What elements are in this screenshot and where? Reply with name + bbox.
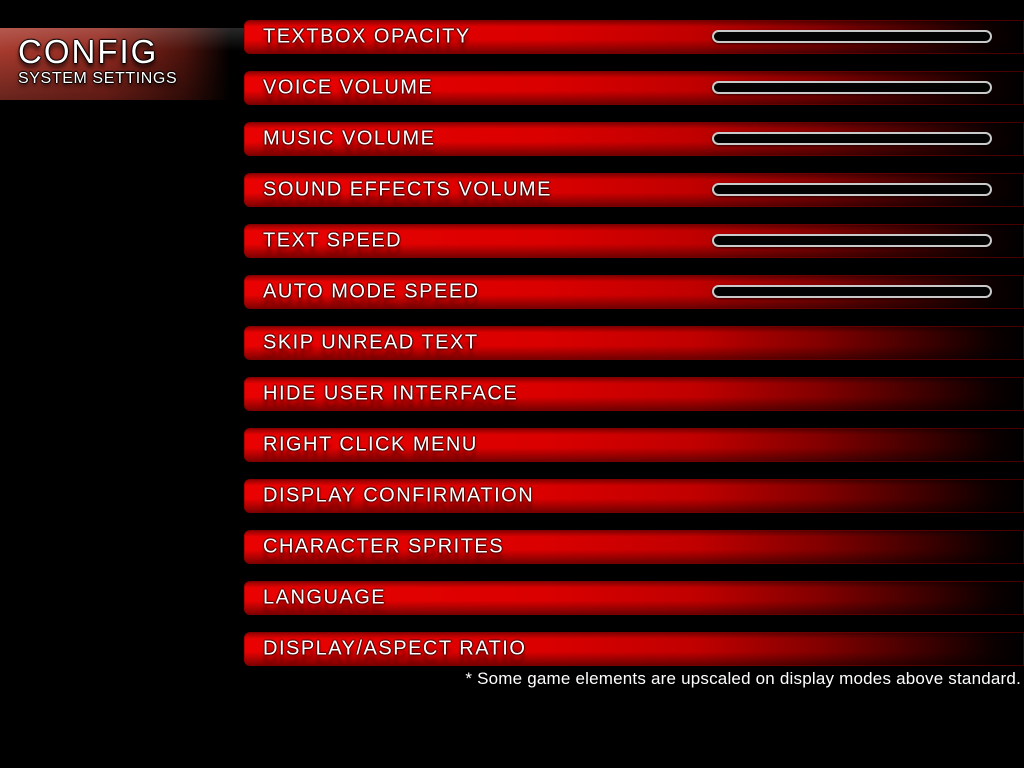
setting-label: TEXTBOX OPACITY [263, 25, 471, 48]
setting-bar-textbox-opacity[interactable]: TEXTBOX OPACITY [244, 20, 1024, 54]
slider-voice-volume[interactable] [712, 81, 992, 94]
setting-label: VOICE VOLUME [263, 76, 434, 99]
setting-bar-language[interactable]: LANGUAGE [244, 581, 1024, 615]
setting-bar-sound-effects-volume[interactable]: SOUND EFFECTS VOLUME [244, 173, 1024, 207]
setting-bar-right-click-menu[interactable]: RIGHT CLICK MENU [244, 428, 1024, 462]
setting-bar-display-aspect-ratio[interactable]: DISPLAY/ASPECT RATIO [244, 632, 1024, 666]
setting-label: DISPLAY CONFIRMATION [263, 484, 535, 507]
setting-label: SOUND EFFECTS VOLUME [263, 178, 552, 201]
setting-label: DISPLAY/ASPECT RATIO [263, 637, 527, 660]
slider-music-volume[interactable] [712, 132, 992, 145]
slider-text-speed[interactable] [712, 234, 992, 247]
setting-bar-display-confirmation[interactable]: DISPLAY CONFIRMATION [244, 479, 1024, 513]
setting-label: SKIP UNREAD TEXT [263, 331, 479, 354]
setting-bar-character-sprites[interactable]: CHARACTER SPRITES [244, 530, 1024, 564]
setting-label: LANGUAGE [263, 586, 387, 609]
page-subtitle: SYSTEM SETTINGS [18, 70, 178, 87]
setting-label: HIDE USER INTERFACE [263, 382, 519, 405]
setting-label: MUSIC VOLUME [263, 127, 436, 150]
setting-bar-voice-volume[interactable]: VOICE VOLUME [244, 71, 1024, 105]
slider-auto-mode-speed[interactable] [712, 285, 992, 298]
slider-sound-effects-volume[interactable] [712, 183, 992, 196]
setting-bar-text-speed[interactable]: TEXT SPEED [244, 224, 1024, 258]
page-title: CONFIG [18, 33, 159, 70]
setting-label: TEXT SPEED [263, 229, 403, 252]
setting-label: CHARACTER SPRITES [263, 535, 505, 558]
setting-label: AUTO MODE SPEED [263, 280, 480, 303]
setting-bar-hide-user-interface[interactable]: HIDE USER INTERFACE [244, 377, 1024, 411]
setting-bar-auto-mode-speed[interactable]: AUTO MODE SPEED [244, 275, 1024, 309]
setting-bar-skip-unread-text[interactable]: SKIP UNREAD TEXT [244, 326, 1024, 360]
slider-textbox-opacity[interactable] [712, 30, 992, 43]
setting-label: RIGHT CLICK MENU [263, 433, 478, 456]
config-title-block: CONFIG SYSTEM SETTINGS [0, 28, 250, 100]
setting-bar-music-volume[interactable]: MUSIC VOLUME [244, 122, 1024, 156]
upscale-footnote: * Some game elements are upscaled on dis… [465, 669, 1021, 688]
